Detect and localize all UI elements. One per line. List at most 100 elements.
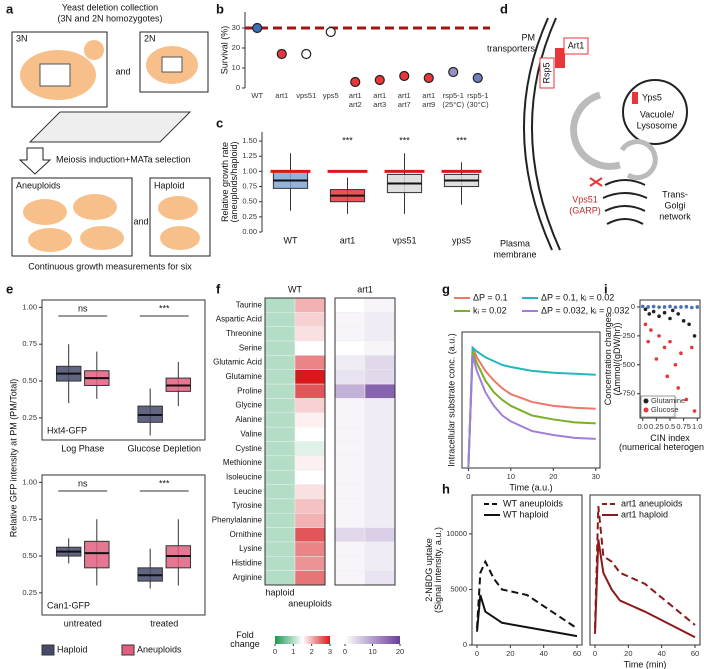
row-label: Cystine	[235, 444, 262, 453]
legend-swatch	[121, 644, 135, 656]
point	[676, 312, 680, 316]
point	[643, 322, 648, 327]
point	[676, 386, 680, 390]
x-axis-label: Time (min)	[624, 659, 667, 669]
heat-cell	[264, 398, 296, 414]
point	[668, 304, 672, 309]
heat-cell	[364, 383, 396, 399]
heat-cell	[294, 326, 326, 342]
y-tick-label: 0	[631, 302, 635, 311]
heat-cell	[334, 484, 366, 500]
annotation: ***	[159, 303, 170, 313]
row-label: Proline	[237, 386, 262, 395]
box	[563, 37, 589, 55]
row-label: Alanine	[235, 415, 262, 424]
heat-cell	[294, 297, 326, 313]
x-tick-label: art1	[398, 91, 411, 100]
legend-label: Glutamine	[651, 396, 685, 405]
heat-cell	[364, 412, 396, 428]
label: and	[115, 66, 130, 76]
vacuole	[622, 79, 688, 145]
heat-cell	[264, 455, 296, 471]
point	[684, 304, 689, 309]
point	[673, 362, 678, 367]
heat-cell	[294, 426, 326, 442]
panel-label: c	[216, 115, 223, 130]
label: Art1	[568, 40, 585, 50]
color-bar	[345, 636, 400, 644]
annotation: ns	[78, 303, 88, 313]
y-tick-label: 20	[232, 43, 240, 52]
y-tick-label: 0	[236, 83, 240, 92]
annotation: ***	[399, 135, 410, 145]
color-tick-label: 10	[368, 647, 376, 656]
x-tick-label: 0.25	[649, 422, 664, 431]
x-axis-label: Time (a.u.)	[509, 482, 552, 492]
dot	[301, 48, 312, 60]
y-axis-label: Relative growth rate	[220, 142, 230, 222]
x-tick-label: vps51	[296, 91, 316, 100]
row-label: Arginine	[233, 573, 263, 582]
y-tick-label: 0.00	[242, 227, 257, 236]
row-label: Isoleucine	[226, 472, 263, 481]
heat-cell	[264, 484, 296, 500]
y-tick-label: 5000	[450, 584, 467, 593]
heat-cell	[294, 412, 326, 428]
heat-cell	[364, 441, 396, 457]
legend-swatch	[643, 407, 649, 413]
y-tick-label: 0.25	[22, 413, 37, 422]
heat-cell	[264, 498, 296, 514]
box	[539, 57, 555, 89]
point	[679, 305, 683, 309]
y-tick-label: 1.00	[22, 302, 37, 311]
y-axis-label: Survival (%)	[219, 26, 229, 75]
point	[662, 305, 667, 309]
y-tick-label: 0.25	[242, 212, 257, 221]
heat-cell	[264, 369, 296, 385]
facet-frame	[334, 297, 396, 586]
x-tick-label: (30°C)	[467, 100, 489, 109]
y-axis-label: Intracellular substrate conc. (a.u.)	[446, 333, 456, 467]
plot-frame	[589, 494, 701, 646]
label: network	[659, 211, 691, 221]
x-tick-label: 0	[466, 472, 470, 481]
point	[690, 305, 694, 310]
heat-cell	[334, 426, 366, 442]
heat-cell	[264, 412, 296, 428]
x-tick-label: (25°C)	[442, 100, 464, 109]
x-tick-label: art9	[422, 100, 435, 109]
heat-cell	[364, 340, 396, 356]
heat-cell	[294, 513, 326, 528]
label: and	[133, 216, 148, 226]
cell	[73, 194, 117, 220]
plot-frame	[41, 474, 206, 616]
x-tick-label: 40	[657, 649, 665, 658]
legend-box	[640, 395, 676, 418]
heat-cell	[364, 455, 396, 471]
legend-label: art1 haploid	[621, 509, 668, 519]
heat-cell	[294, 312, 326, 327]
cell	[23, 199, 67, 225]
x-tick-label: art7	[398, 100, 411, 109]
heat-cell	[264, 297, 296, 313]
x-tick-label: Glucose Depletion	[127, 443, 201, 453]
heat-cell	[364, 541, 396, 557]
point	[692, 409, 697, 413]
cell	[28, 228, 72, 252]
heat-cell	[294, 469, 326, 485]
facet-title: WT	[288, 284, 302, 294]
arrow	[18, 147, 52, 175]
row-label: Taurine	[236, 300, 263, 309]
y-tick-label: 1.00	[22, 477, 37, 486]
label: Vps51	[572, 194, 598, 204]
legend-label: Glucose	[651, 405, 679, 414]
heat-cell	[364, 484, 396, 500]
column-label: aneuploids	[288, 598, 332, 608]
heat-cell	[264, 469, 296, 485]
heat-cell	[334, 326, 366, 342]
plot-frame	[461, 331, 601, 469]
cell	[80, 226, 124, 250]
annotation: ***	[159, 478, 170, 488]
heat-cell	[294, 441, 326, 457]
